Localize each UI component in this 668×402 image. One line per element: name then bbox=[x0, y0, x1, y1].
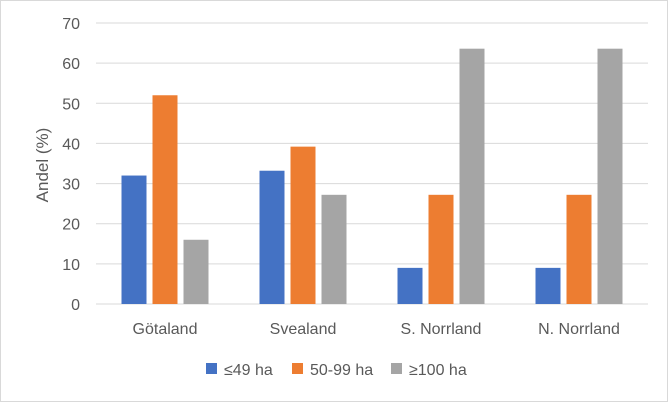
bars bbox=[121, 48, 623, 304]
legend-label: ≥100 ha bbox=[409, 362, 467, 379]
bar-2-2 bbox=[290, 146, 316, 304]
bar-1-2 bbox=[152, 95, 178, 304]
legend-swatch bbox=[391, 363, 402, 374]
x-tick-label: Svealand bbox=[270, 321, 337, 338]
legend-label: ≤49 ha bbox=[224, 362, 273, 379]
x-tick-label: N. Norrland bbox=[538, 321, 620, 338]
legend-swatch bbox=[292, 363, 303, 374]
y-tick-label: 30 bbox=[62, 177, 80, 194]
gridlines bbox=[96, 22, 648, 305]
x-tick-label: S. Norrland bbox=[401, 321, 482, 338]
bar-4-3 bbox=[597, 48, 623, 304]
y-axis-ticks: 0 10 20 30 40 50 60 70 bbox=[62, 16, 80, 314]
bar-2-1 bbox=[259, 170, 285, 304]
y-tick-label: 70 bbox=[62, 16, 80, 33]
legend-label: 50-99 ha bbox=[310, 362, 373, 379]
y-tick-label: 0 bbox=[71, 297, 80, 314]
y-axis-label: Andel (%) bbox=[33, 128, 52, 203]
legend: ≤49 ha 50-99 ha ≥100 ha bbox=[206, 362, 467, 379]
bar-4-2 bbox=[566, 194, 592, 304]
bar-1-1 bbox=[121, 175, 147, 304]
bar-3-1 bbox=[397, 267, 423, 304]
bar-3-3 bbox=[459, 48, 485, 304]
bar-2-3 bbox=[321, 194, 347, 304]
bar-4-1 bbox=[535, 267, 561, 304]
y-tick-label: 40 bbox=[62, 136, 80, 153]
bar-1-3 bbox=[183, 239, 209, 304]
y-tick-label: 60 bbox=[62, 56, 80, 73]
x-axis-ticks: Götaland Svealand S. Norrland N. Norrland bbox=[133, 321, 620, 338]
y-tick-label: 50 bbox=[62, 96, 80, 113]
y-tick-label: 10 bbox=[62, 257, 80, 274]
y-tick-label: 20 bbox=[62, 217, 80, 234]
legend-swatch bbox=[206, 363, 217, 374]
x-tick-label: Götaland bbox=[133, 321, 198, 338]
bar-3-2 bbox=[428, 194, 454, 304]
